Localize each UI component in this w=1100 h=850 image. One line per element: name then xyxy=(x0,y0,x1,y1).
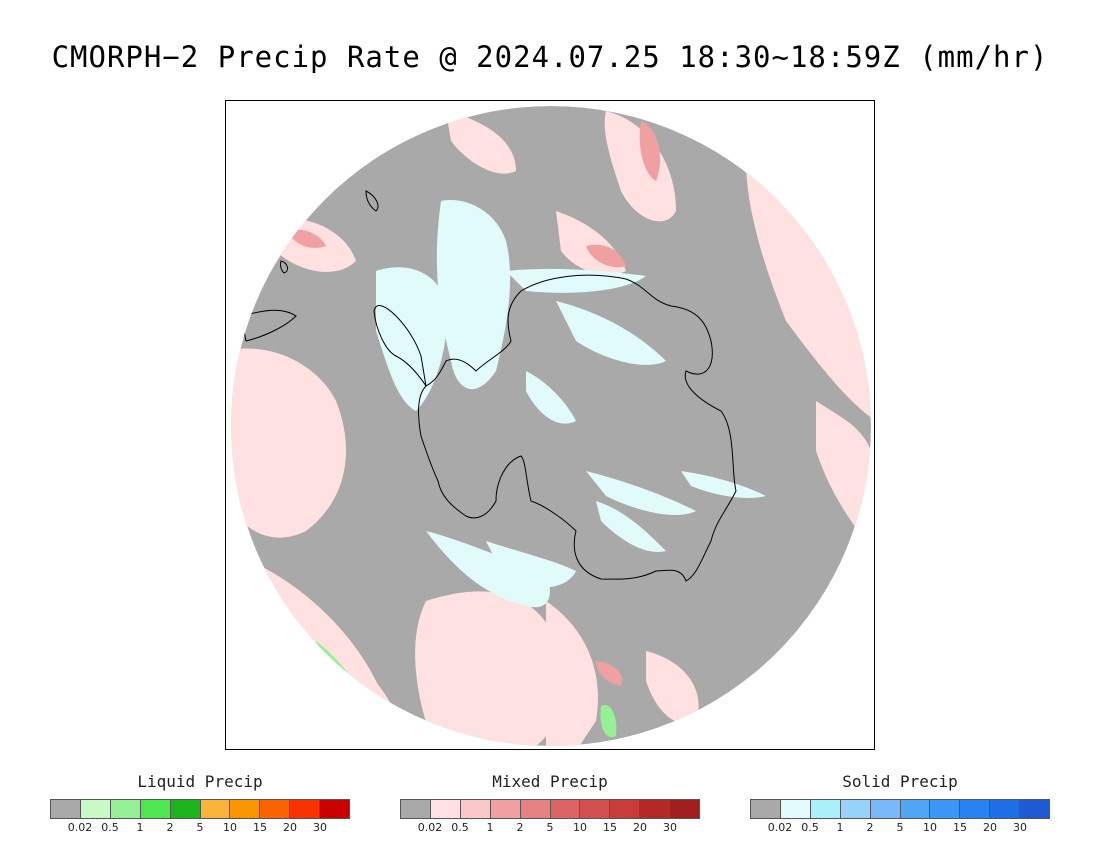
legend-solid-tick-label: 5 xyxy=(896,821,904,834)
legend-liquid-swatch xyxy=(320,800,350,818)
legend-liquid-tick-label: 0.02 xyxy=(67,821,93,834)
ocean-disk xyxy=(231,106,871,746)
legend-mixed-colorbar xyxy=(400,799,700,819)
legend-mixed-tick-label: 15 xyxy=(603,821,617,834)
map-panel xyxy=(225,100,875,750)
legend-mixed-tick-label: 10 xyxy=(573,821,587,834)
legend-solid-swatch xyxy=(930,800,961,818)
legend-solid-tick-label: 1 xyxy=(836,821,844,834)
legend-solid-swatch xyxy=(990,800,1021,818)
legend-mixed-swatch xyxy=(580,800,611,818)
south-america-coastline xyxy=(240,309,297,342)
south-america-islands xyxy=(279,190,379,274)
legend-mixed-tick-label: 20 xyxy=(633,821,647,834)
legend-liquid-tick-label: 15 xyxy=(253,821,267,834)
legend-solid-swatch xyxy=(840,800,871,818)
legend-liquid-swatch xyxy=(290,800,321,818)
legend-mixed-ticks: 0.02 0.5 1 2 5 10 15 20 30 xyxy=(400,821,700,835)
legend-solid-swatch xyxy=(780,800,811,818)
legend-mixed-swatch xyxy=(520,800,551,818)
legend-mixed-swatch xyxy=(670,800,700,818)
legend-solid-tick-label: 0.5 xyxy=(801,821,819,834)
legend-solid-title: Solid Precip xyxy=(842,772,958,791)
legend-solid-colorbar xyxy=(750,799,1050,819)
legend-solid: Solid Precip 0.02 0.5 1 2 5 10 15 20 30 xyxy=(750,772,1050,835)
legend-mixed-swatch xyxy=(460,800,491,818)
legend-mixed-swatch xyxy=(610,800,641,818)
antarctica-coastline xyxy=(418,274,737,582)
legend-mixed-tick-label: 0.02 xyxy=(417,821,443,834)
legend-liquid-swatch xyxy=(230,800,261,818)
legend-mixed-swatch xyxy=(401,800,431,818)
legend-mixed-tick-label: 0.5 xyxy=(451,821,469,834)
legend-liquid-tick-label: 30 xyxy=(313,821,327,834)
mixed-precip-areas xyxy=(231,111,871,746)
legend-solid-swatch xyxy=(870,800,901,818)
legend-solid-tick-label: 2 xyxy=(866,821,874,834)
legend-solid-swatch xyxy=(1020,800,1050,818)
legend-solid-swatch xyxy=(810,800,841,818)
legend-solid-swatch xyxy=(960,800,991,818)
legend-liquid-ticks: 0.02 0.5 1 2 5 10 15 20 30 xyxy=(50,821,350,835)
legend-solid-tick-label: 15 xyxy=(953,821,967,834)
legend-solid-ticks: 0.02 0.5 1 2 5 10 15 20 30 xyxy=(750,821,1050,835)
map-title: CMORPH−2 Precip Rate @ 2024.07.25 18:30~… xyxy=(51,40,1049,74)
legend-liquid-tick-label: 1 xyxy=(136,821,144,834)
legend-liquid-tick-label: 10 xyxy=(223,821,237,834)
legend-liquid-swatch xyxy=(200,800,231,818)
antarctic-peninsula xyxy=(373,305,427,387)
legend-mixed-swatch xyxy=(430,800,461,818)
legend-solid-tick-label: 0.02 xyxy=(767,821,793,834)
legend-mixed: Mixed Precip 0.02 0.5 1 2 5 10 15 20 30 xyxy=(400,772,700,835)
legend-liquid-title: Liquid Precip xyxy=(137,772,263,791)
legend-liquid-swatch xyxy=(110,800,141,818)
legend-mixed-tick-label: 1 xyxy=(486,821,494,834)
legend-solid-tick-label: 10 xyxy=(923,821,937,834)
legend-liquid-tick-label: 20 xyxy=(283,821,297,834)
precip-map xyxy=(226,101,874,749)
legend-solid-tick-label: 20 xyxy=(983,821,997,834)
legend-liquid-swatch xyxy=(260,800,291,818)
legend-mixed-swatch xyxy=(490,800,521,818)
legend-mixed-title: Mixed Precip xyxy=(492,772,608,791)
legend-mixed-tick-label: 30 xyxy=(663,821,677,834)
legend-solid-tick-label: 30 xyxy=(1013,821,1027,834)
legend-mixed-tick-label: 2 xyxy=(516,821,524,834)
legend-liquid-tick-label: 5 xyxy=(196,821,204,834)
legend-mixed-swatch xyxy=(640,800,671,818)
legend-liquid-swatch xyxy=(80,800,111,818)
legend-solid-swatch xyxy=(900,800,931,818)
legend-mixed-tick-label: 5 xyxy=(546,821,554,834)
legend-liquid-swatch xyxy=(140,800,171,818)
legend-liquid-swatch xyxy=(51,800,81,818)
legend-liquid: Liquid Precip 0.02 0.5 1 2 5 10 15 20 30 xyxy=(50,772,350,835)
legend-liquid-tick-label: 2 xyxy=(166,821,174,834)
legend-liquid-tick-label: 0.5 xyxy=(101,821,119,834)
legend-solid-swatch xyxy=(751,800,781,818)
solid-precip-areas xyxy=(376,200,766,608)
legend-mixed-swatch xyxy=(550,800,581,818)
legend-liquid-colorbar xyxy=(50,799,350,819)
legend-liquid-swatch xyxy=(170,800,201,818)
